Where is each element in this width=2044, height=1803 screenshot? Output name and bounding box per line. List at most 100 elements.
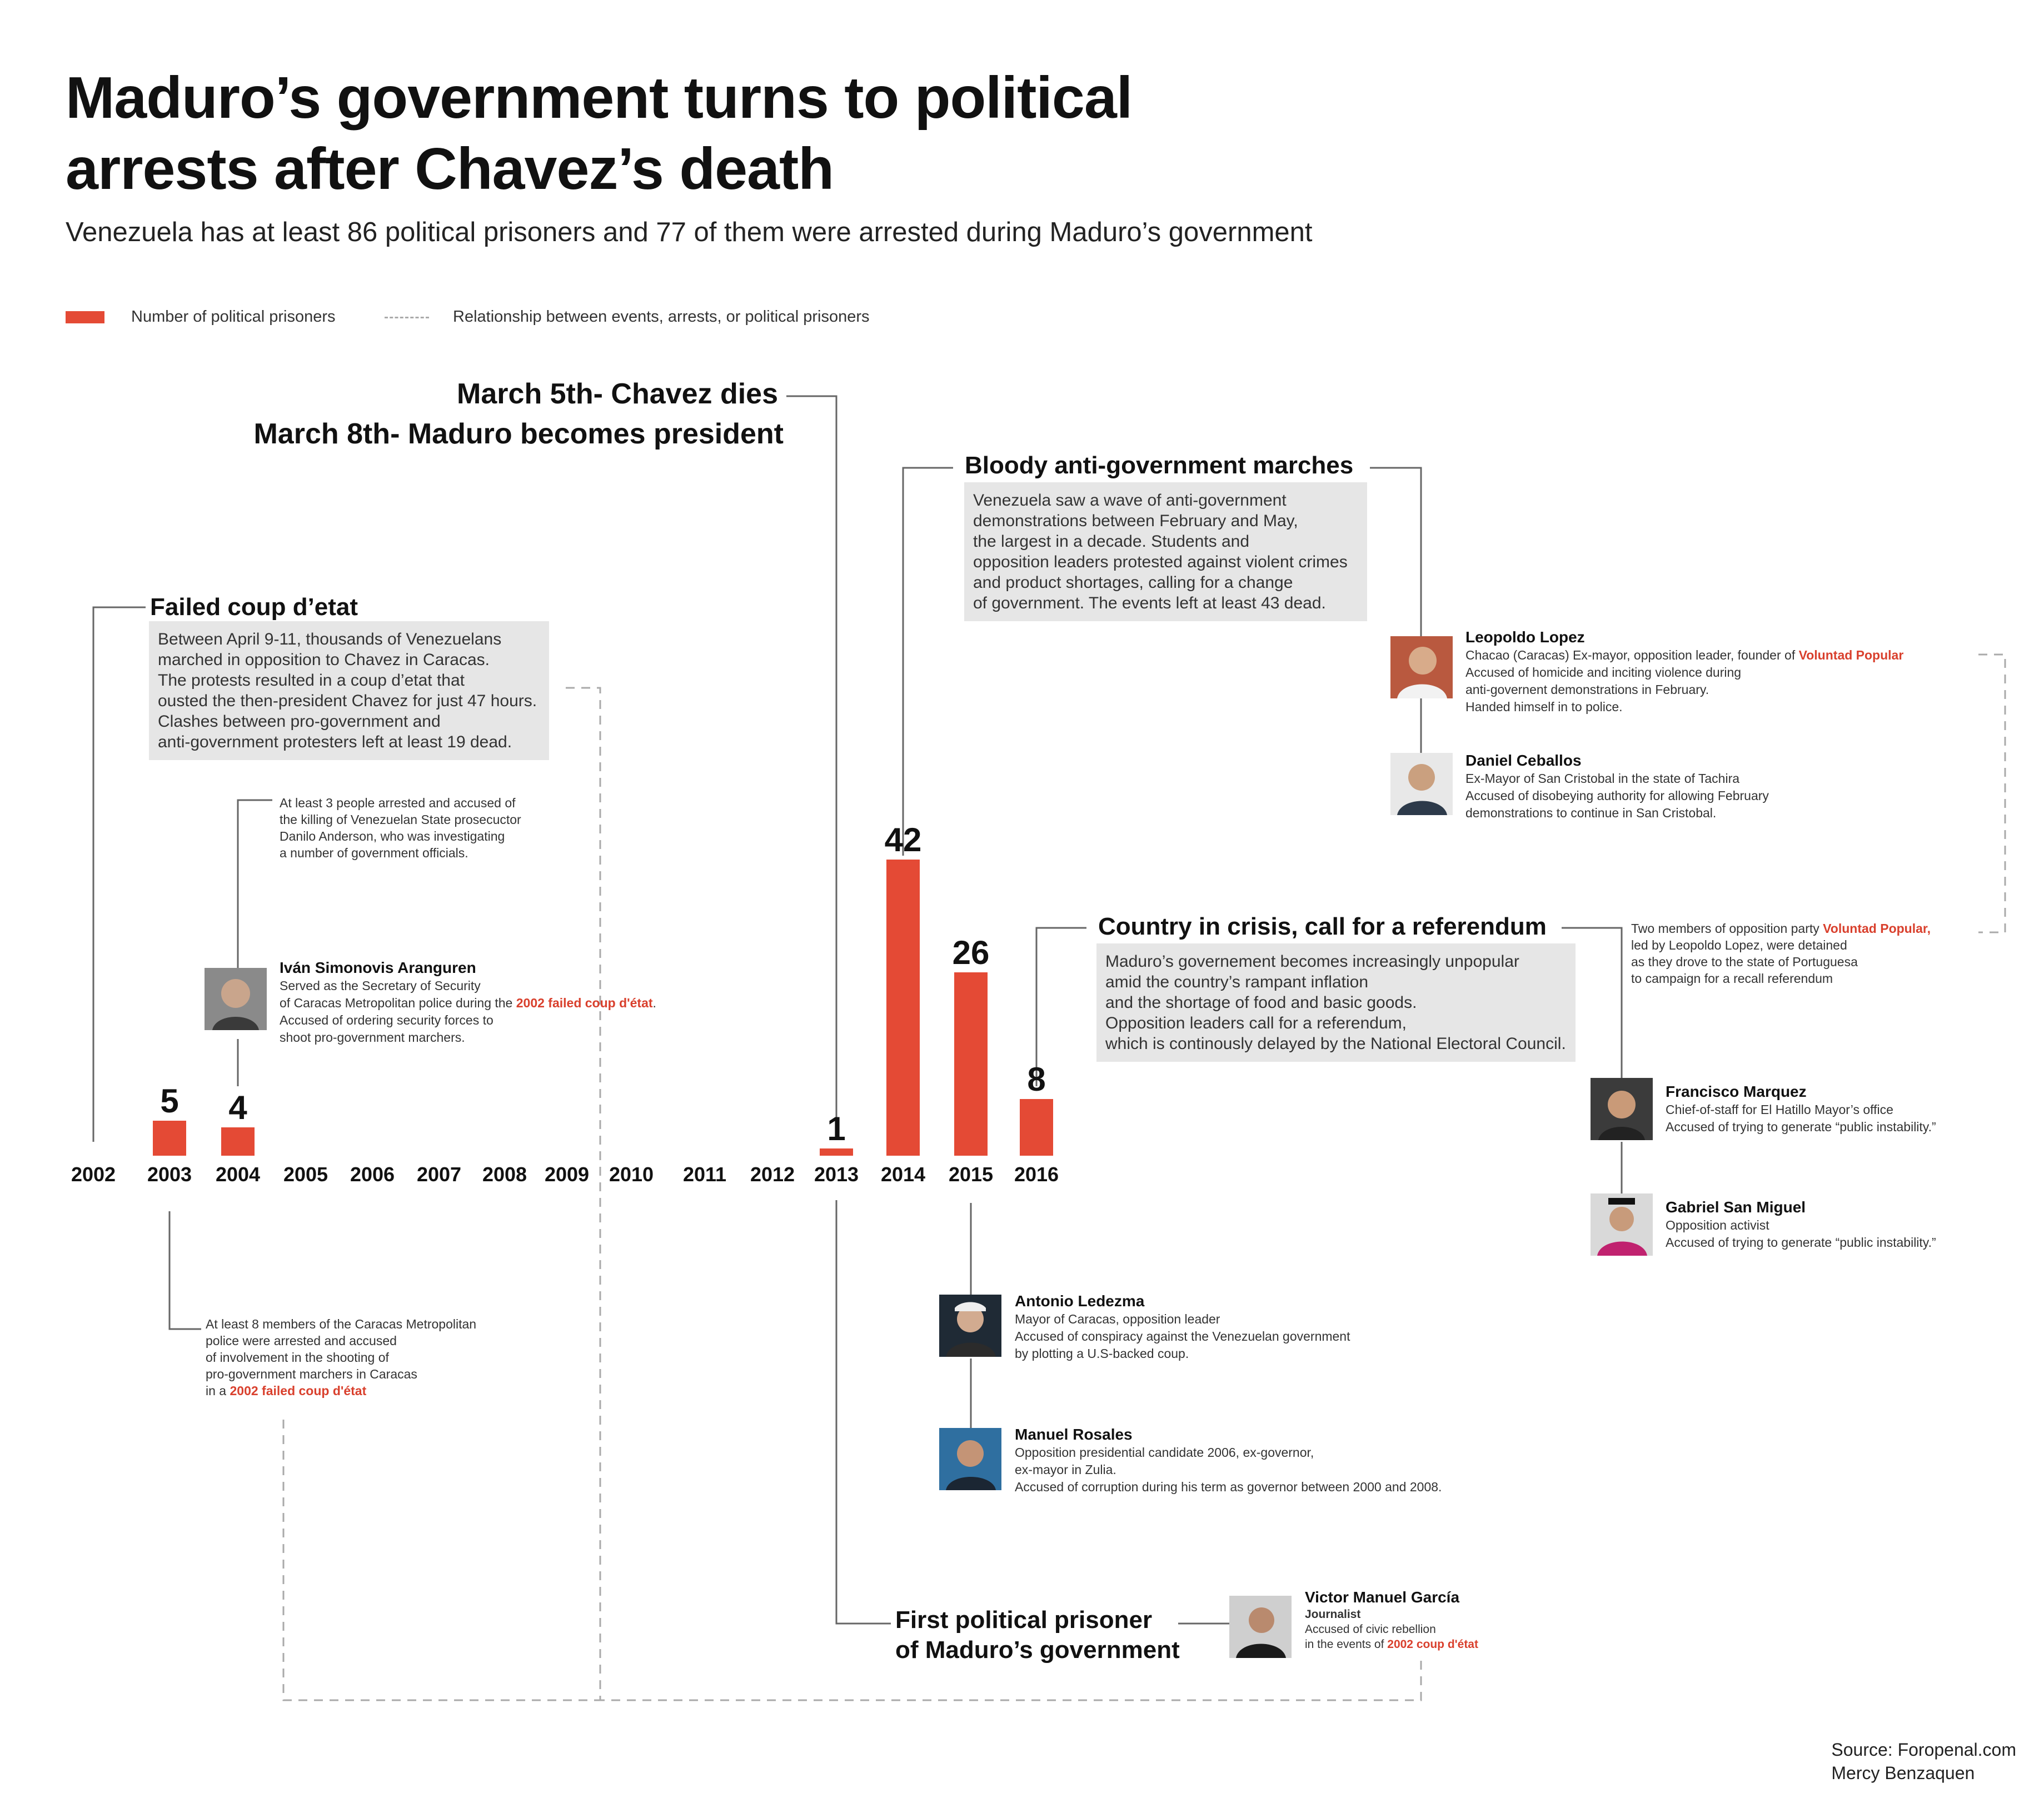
crisis-description: Maduro’s governement becomes increasingl… xyxy=(1096,943,1576,1062)
bar-2004 xyxy=(221,1127,255,1156)
marquez-line: Chief-of-staff for El Hatillo Mayor’s of… xyxy=(1666,1102,1893,1117)
marches-text-line: the largest in a decade. Students and xyxy=(973,532,1250,551)
lopez-line: Chacao (Caracas) Ex-mayor, opposition le… xyxy=(1465,647,1903,664)
voluntad-relationship-dashed xyxy=(1978,653,2006,933)
bar-2015 xyxy=(954,972,988,1156)
note-line: police were arrested and accused xyxy=(206,1333,397,1348)
marches-text-line: opposition leaders protested against vio… xyxy=(973,553,1348,571)
year-tick-label: 2002 xyxy=(71,1163,116,1186)
lopez-line: Handed himself in to police. xyxy=(1465,700,1623,714)
sanmiguel-line: Opposition activist xyxy=(1666,1218,1769,1232)
chavez-connector xyxy=(786,395,837,1136)
coup-text-line: Clashes between pro-government and xyxy=(158,712,441,731)
lopez-line: anti-governent demonstrations in Februar… xyxy=(1465,682,1709,697)
ceballos-name: Daniel Ceballos xyxy=(1465,752,1582,769)
marches-text-line: demonstrations between February and May, xyxy=(973,512,1298,530)
danilo-anderson-note: At least 3 people arrested and accused o… xyxy=(280,795,521,861)
crisis-text-line: and the shortage of food and basic goods… xyxy=(1105,993,1417,1012)
year-tick-label: 2013 xyxy=(814,1163,859,1186)
lopez-card: Leopoldo Lopez Chacao (Caracas) Ex-mayor… xyxy=(1465,628,1903,716)
note-line: to campaign for a recall referendum xyxy=(1631,971,1833,986)
voluntad-popular-highlight: Voluntad Popular xyxy=(1798,648,1904,662)
marches-description: Venezuela saw a wave of anti-government … xyxy=(964,482,1367,621)
lopez-line-text: Chacao (Caracas) Ex-mayor, opposition le… xyxy=(1465,648,1799,662)
marquez-name: Francisco Marquez xyxy=(1666,1083,1807,1100)
crisis-text-line: Maduro’s governement becomes increasingl… xyxy=(1105,952,1519,971)
police-arrests-note: At least 8 members of the Caracas Metrop… xyxy=(206,1316,476,1399)
ledezma-line: Accused of conspiracy against the Venezu… xyxy=(1015,1329,1350,1343)
coup-text-line: ousted the then-president Chavez for jus… xyxy=(158,692,537,710)
legend-dashed-label: Relationship between events, arrests, or… xyxy=(453,308,870,326)
note-line: a number of government officials. xyxy=(280,846,468,860)
coup-highlight: 2002 coup d'état xyxy=(1387,1638,1478,1651)
bar-value-label-2015: 26 xyxy=(952,934,990,971)
lopez-photo xyxy=(1390,636,1453,698)
ledezma-name: Antonio Ledezma xyxy=(1015,1292,1145,1310)
note-line: Two members of opposition party Voluntad… xyxy=(1631,920,1931,937)
source-line: Source: Foropenal.com xyxy=(1831,1740,2016,1760)
ceballos-photo xyxy=(1390,753,1453,815)
first-prisoner-heading-line-1: First political prisoner xyxy=(891,1605,1157,1636)
marquez-photo xyxy=(1591,1078,1653,1140)
year-tick-label: 2014 xyxy=(880,1163,926,1186)
bar-value-label-2014: 42 xyxy=(884,821,922,858)
coup-text-line: anti-government protesters left at least… xyxy=(158,733,512,751)
garcia-line: Accused of civic rebellion xyxy=(1305,1623,1436,1636)
coup-heading: Failed coup d’etat xyxy=(146,592,363,623)
year-tick-label: 2003 xyxy=(147,1163,192,1186)
coup-connector xyxy=(92,606,146,1142)
garcia-card: Victor Manuel García Journalist Accused … xyxy=(1305,1588,1478,1652)
rosales-card: Manuel Rosales Opposition presidential c… xyxy=(1015,1425,1442,1496)
sanmiguel-photo xyxy=(1591,1193,1653,1256)
marches-heading: Bloody anti-government marches xyxy=(960,450,1358,481)
subtitle: Venezuela has at least 86 political pris… xyxy=(66,217,1313,247)
simonovis-photo xyxy=(205,968,267,1030)
ledezma-photo xyxy=(939,1295,1001,1357)
garcia-photo xyxy=(1229,1596,1292,1658)
danilo-connector xyxy=(237,799,272,975)
voluntad-popular-highlight: Voluntad Popular, xyxy=(1823,921,1931,936)
simonovis-line: shoot pro-government marchers. xyxy=(280,1030,465,1045)
rosales-line: Accused of corruption during his term as… xyxy=(1015,1480,1442,1494)
marches-connector xyxy=(902,467,953,856)
bar-value-label-2004: 4 xyxy=(228,1089,247,1126)
year-tick-label: 2016 xyxy=(1014,1163,1059,1186)
ceballos-line: Accused of disobeying authority for allo… xyxy=(1465,788,1769,803)
note-line: led by Leopoldo Lopez, were detained xyxy=(1631,938,1847,952)
ledezma-card: Antonio Ledezma Mayor of Caracas, opposi… xyxy=(1015,1292,1350,1362)
bar-2014 xyxy=(886,860,920,1156)
note-line: in a 2002 failed coup d'état xyxy=(206,1382,476,1399)
ledezma-line: Mayor of Caracas, opposition leader xyxy=(1015,1312,1220,1326)
page-title: Maduro’s government turns to political a… xyxy=(66,62,1344,204)
bar-value-label-2003: 5 xyxy=(160,1082,179,1120)
marquez-line: Accused of trying to generate “public in… xyxy=(1666,1120,1936,1134)
year-tick-label: 2012 xyxy=(750,1163,795,1186)
coup-text-line: marched in opposition to Chavez in Carac… xyxy=(158,651,490,669)
police-relationship-dashed xyxy=(282,1420,600,1701)
year-tick-label: 2005 xyxy=(283,1163,328,1186)
ceballos-line: demonstrations to continue in San Cristo… xyxy=(1465,806,1717,820)
sanmiguel-card: Gabriel San Miguel Opposition activist A… xyxy=(1666,1198,1936,1251)
rosales-photo xyxy=(939,1428,1001,1490)
rosales-name: Manuel Rosales xyxy=(1015,1426,1133,1443)
crisis-text-line: amid the country’s rampant inflation xyxy=(1105,973,1369,991)
title-line-1: Maduro’s government turns to political xyxy=(66,65,1133,131)
marches-text-line: Venezuela saw a wave of anti-government xyxy=(973,491,1287,510)
garcia-line-text: in the events of xyxy=(1305,1638,1388,1651)
marches-text-line: of government. The events left at least … xyxy=(973,594,1326,612)
legend-bar-swatch xyxy=(66,311,104,323)
crisis-connector xyxy=(1035,927,1086,1086)
simonovis-line: of Caracas Metropolitan police during th… xyxy=(280,995,656,1012)
year-tick-label: 2010 xyxy=(609,1163,654,1186)
crisis-text-line: Opposition leaders call for a referendum… xyxy=(1105,1014,1407,1032)
chavez-dies-label: March 5th- Chavez dies xyxy=(457,378,778,410)
coup-highlight: 2002 failed coup d'état xyxy=(230,1384,367,1398)
year-tick-label: 2004 xyxy=(215,1163,261,1186)
rosales-line: Opposition presidential candidate 2006, … xyxy=(1015,1445,1314,1460)
ledezma-line: by plotting a U.S-backed coup. xyxy=(1015,1346,1189,1361)
simonovis-line: Served as the Secretary of Security xyxy=(280,978,481,993)
year-tick-label: 2011 xyxy=(682,1163,727,1186)
year-tick-label: 2008 xyxy=(482,1163,527,1186)
garcia-name: Victor Manuel García xyxy=(1305,1589,1460,1606)
lopez-name: Leopoldo Lopez xyxy=(1465,628,1585,646)
